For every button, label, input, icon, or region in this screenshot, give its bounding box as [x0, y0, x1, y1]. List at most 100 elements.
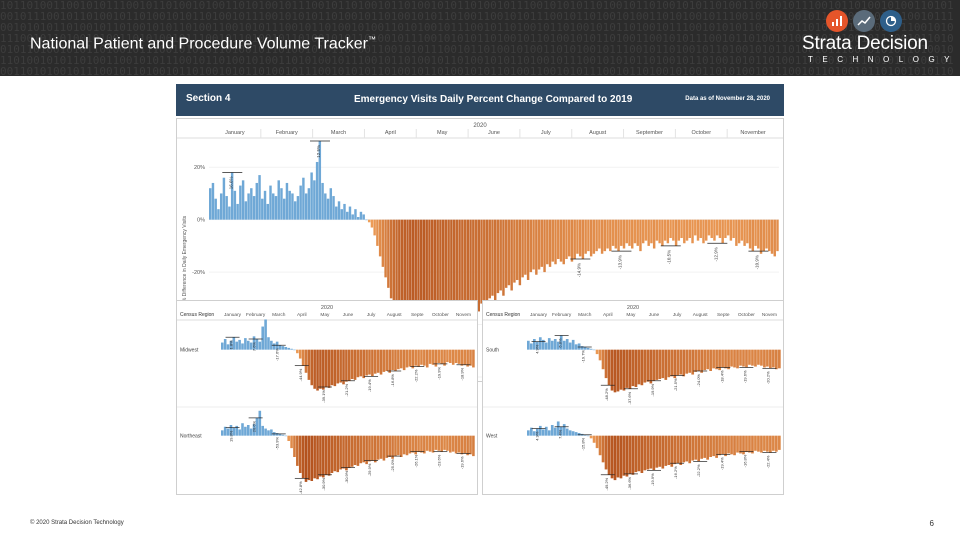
- bar: [381, 219, 385, 267]
- bar: [713, 219, 716, 241]
- bar: [376, 219, 379, 246]
- footer-copyright: © 2020 Strata Decision Technology: [30, 520, 124, 526]
- data-date: Data as of November 28, 2020: [685, 96, 770, 102]
- bar: [634, 435, 638, 473]
- bar: [350, 435, 354, 467]
- bar: [598, 349, 602, 361]
- bar: [277, 180, 280, 220]
- bar: [402, 435, 406, 455]
- bar: [408, 349, 412, 367]
- bar: [451, 349, 455, 365]
- bar: [332, 196, 335, 220]
- bar: [261, 425, 264, 436]
- bar: [568, 342, 572, 350]
- bar: [650, 219, 653, 244]
- bar: [391, 349, 394, 371]
- bar: [232, 427, 236, 436]
- bar: [715, 349, 718, 370]
- bar: [565, 428, 569, 436]
- bar: [229, 425, 233, 436]
- bar: [252, 424, 256, 436]
- bar: [255, 339, 259, 350]
- bar: [694, 435, 698, 460]
- bar: [655, 219, 659, 241]
- bar: [770, 219, 774, 254]
- dashboard-screenshot: Section 4 Emergency Visits Daily Percent…: [176, 84, 786, 496]
- bar: [255, 182, 259, 220]
- data-label: -19.9%: [436, 366, 441, 379]
- bar: [439, 219, 442, 325]
- bar: [443, 349, 446, 366]
- bar: [736, 349, 739, 369]
- bar: [252, 336, 256, 350]
- month-label: May: [626, 312, 636, 318]
- data-label: 4.9%: [535, 431, 540, 441]
- bar: [691, 349, 695, 375]
- bar: [553, 339, 557, 350]
- bar: [238, 429, 241, 436]
- bar: [649, 435, 653, 469]
- bar: [402, 349, 406, 371]
- bar: [461, 219, 464, 315]
- bar: [769, 435, 772, 453]
- bar: [768, 219, 771, 252]
- data-label: -16.2%: [673, 466, 678, 479]
- data-label: -23.6%: [436, 454, 441, 467]
- bar: [225, 196, 228, 220]
- bar: [607, 349, 611, 386]
- bar: [392, 219, 396, 309]
- bar: [228, 206, 231, 220]
- data-label: 20.6%: [252, 420, 257, 432]
- bar: [697, 349, 701, 371]
- bar: [365, 219, 368, 221]
- bar: [324, 349, 328, 387]
- bar: [707, 219, 711, 236]
- bar: [454, 435, 458, 454]
- bar: [223, 339, 227, 350]
- bar: [221, 342, 224, 350]
- bar: [562, 340, 566, 350]
- bar: [337, 201, 341, 220]
- bar: [633, 219, 637, 244]
- region-label: South: [486, 348, 499, 354]
- bar: [529, 343, 533, 350]
- data-label: 7.6%: [252, 342, 257, 352]
- bar: [515, 219, 519, 280]
- bar: [694, 349, 698, 372]
- bar: [730, 349, 733, 367]
- bar: [685, 435, 689, 462]
- bar: [541, 339, 545, 350]
- bar: [272, 193, 275, 220]
- bar: [488, 219, 491, 299]
- bar: [587, 219, 590, 252]
- bar: [284, 347, 288, 350]
- bar: [472, 435, 475, 457]
- bar: [745, 349, 748, 368]
- bar: [634, 349, 638, 387]
- bar: [685, 219, 689, 241]
- bar: [469, 435, 472, 455]
- bar: [258, 410, 262, 436]
- bar: [321, 182, 324, 220]
- bar: [733, 435, 736, 456]
- bar: [437, 349, 441, 363]
- bar: [674, 219, 678, 246]
- bar: [584, 219, 587, 254]
- data-label: -19.4%: [367, 379, 372, 392]
- bar: [609, 219, 612, 252]
- bar: [730, 435, 733, 455]
- bar: [397, 435, 400, 456]
- bar: [631, 349, 635, 387]
- bar: [721, 349, 724, 368]
- bar: [329, 188, 333, 220]
- bar: [760, 349, 763, 366]
- bar: [765, 219, 768, 249]
- bar: [710, 219, 713, 239]
- region-chart-midwest-northeast: 2020 Census Region January February March Apr…: [177, 305, 477, 494]
- bar: [348, 435, 351, 468]
- month-label: February: [276, 130, 298, 136]
- bar: [676, 435, 680, 464]
- bar: [757, 435, 760, 452]
- bar: [388, 349, 391, 373]
- bar: [652, 435, 656, 471]
